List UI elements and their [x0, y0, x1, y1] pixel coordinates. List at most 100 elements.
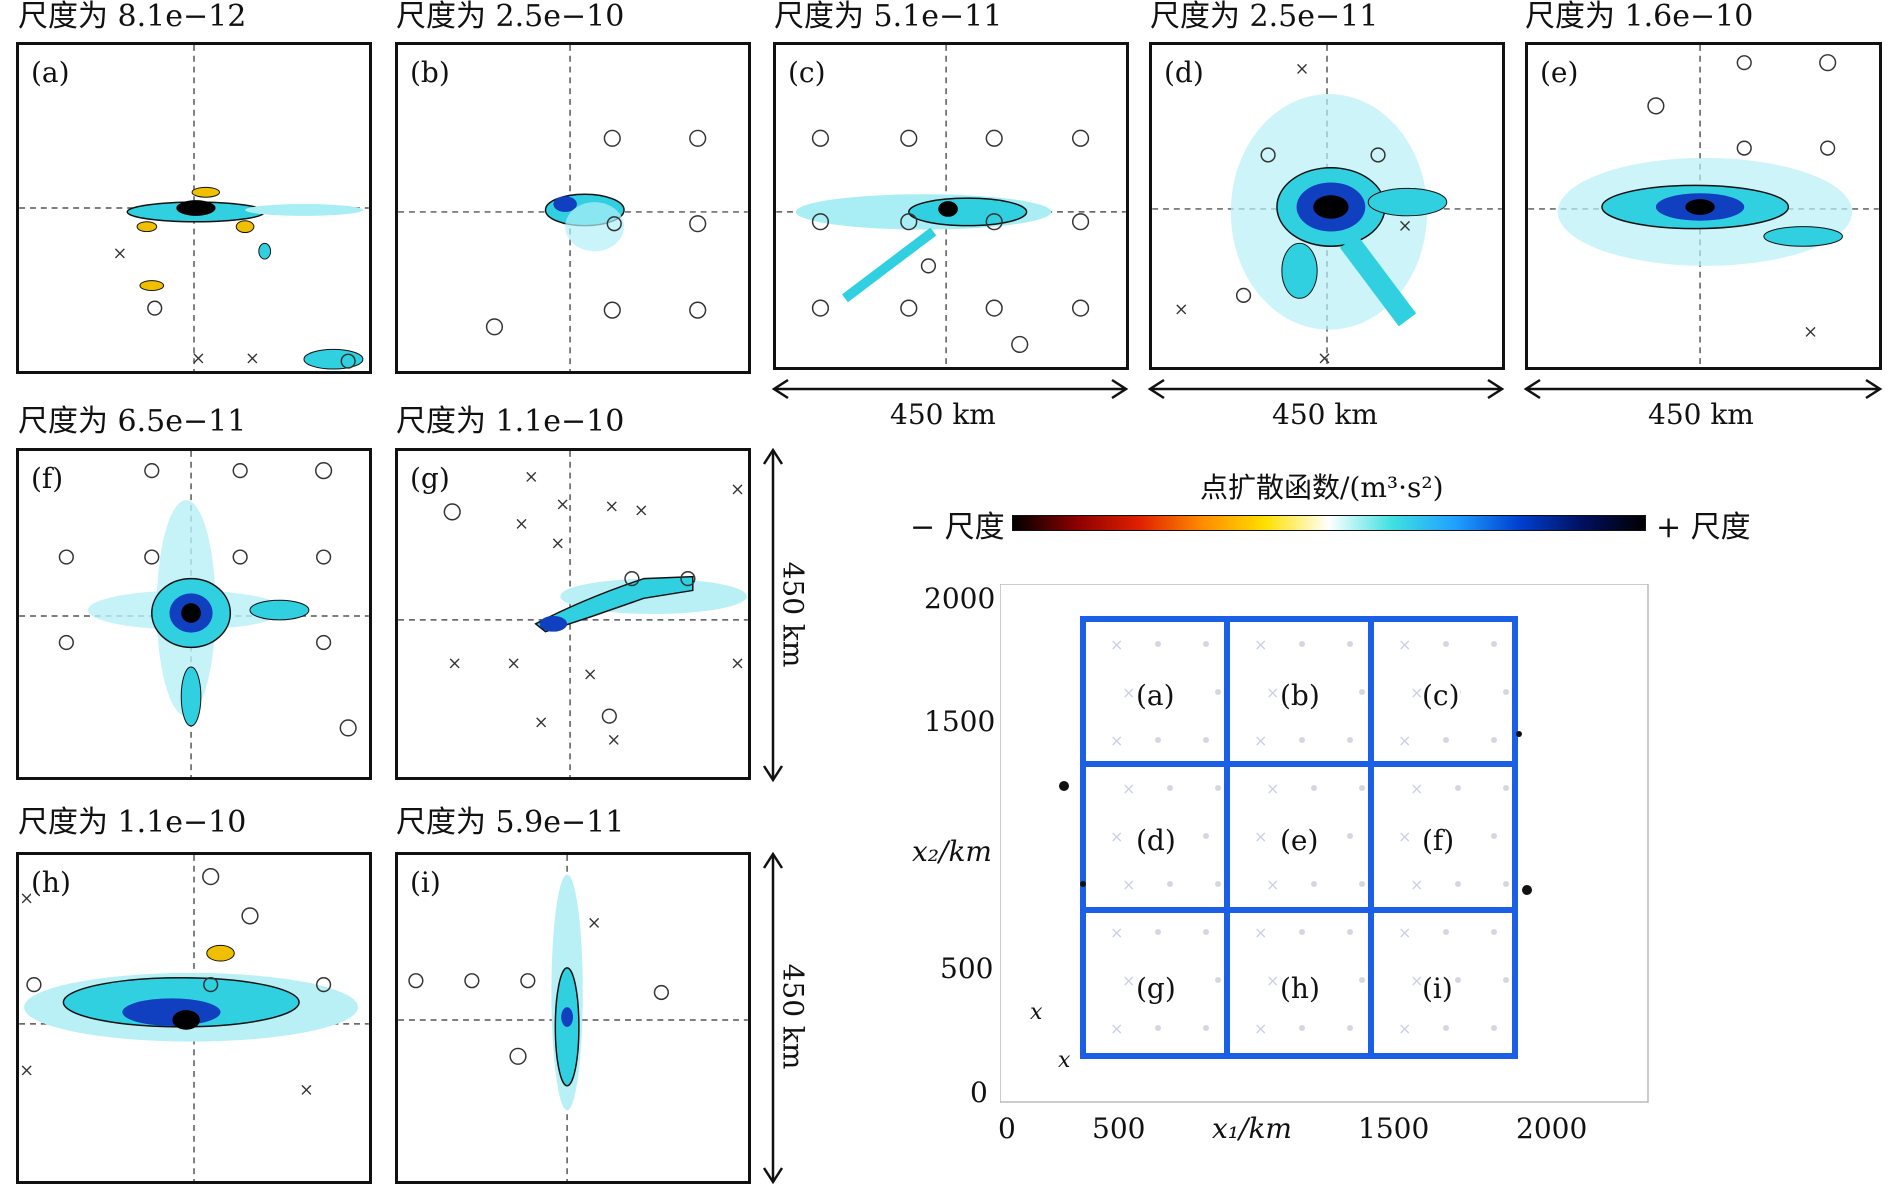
scale-label-c: 450 km [890, 398, 996, 431]
faint-station-dot [1299, 1025, 1305, 1031]
svg-text:×: × [1295, 59, 1310, 79]
psf-image-g: × × × × × × × × × × × × × [398, 451, 748, 777]
grid-cell-h: (h) [1280, 972, 1320, 1005]
psf-panel-g: × × × × × × × × × × × × × (g) [395, 448, 751, 780]
panel-title-e: 尺度为 1.6e−10 [1525, 0, 1754, 34]
colorbar-pos-label: + 尺度 [1656, 510, 1751, 545]
faint-station-cross: × [1410, 779, 1423, 798]
faint-station-cross: × [1110, 923, 1123, 942]
faint-station-cross: × [1254, 731, 1267, 750]
svg-text:×: × [514, 515, 529, 535]
grid-cell-b: (b) [1280, 679, 1320, 712]
panel-letter-f: (f) [31, 462, 64, 495]
faint-station-cross: × [1410, 875, 1423, 894]
panel-letter-g: (g) [410, 462, 450, 495]
svg-text:×: × [583, 665, 598, 685]
svg-text:×: × [447, 654, 462, 674]
faint-station-dot [1503, 881, 1509, 887]
faint-station-dot [1299, 641, 1305, 647]
svg-text:×: × [730, 480, 745, 500]
grid-cell-i: (i) [1422, 972, 1453, 1005]
svg-text:×: × [606, 731, 621, 751]
psf-image-a: × × × [19, 45, 369, 371]
faint-station-dot [1155, 737, 1161, 743]
grid-cell-c: (c) [1422, 679, 1460, 712]
psf-panel-b: (b) [395, 42, 751, 374]
faint-station-dot [1155, 1025, 1161, 1031]
faint-station-dot [1167, 785, 1173, 791]
psf-panel-d: × × × × (d) [1149, 42, 1505, 370]
faint-station-cross: × [1122, 971, 1135, 990]
panel-letter-b: (b) [410, 56, 450, 89]
scale-label-e: 450 km [1648, 398, 1754, 431]
svg-text:×: × [113, 244, 128, 264]
faint-station-dot [1443, 737, 1449, 743]
svg-text:×: × [534, 713, 549, 733]
faint-station-cross: × [1110, 635, 1123, 654]
faint-station-cross: × [1398, 923, 1411, 942]
faint-station-dot [1347, 833, 1353, 839]
faint-station-dot [1203, 1025, 1209, 1031]
faint-station-cross: × [1254, 827, 1267, 846]
faint-station-dot [1203, 833, 1209, 839]
faint-station-dot [1203, 641, 1209, 647]
faint-station-dot [1359, 785, 1365, 791]
panel-title-a: 尺度为 8.1e−12 [18, 0, 247, 34]
svg-text:×: × [299, 1081, 314, 1101]
colorbar [1012, 515, 1646, 531]
faint-station-cross: × [1398, 827, 1411, 846]
psf-panel-h: × × × (h) [16, 852, 372, 1184]
panel-letter-a: (a) [31, 56, 70, 89]
faint-station-dot [1215, 785, 1221, 791]
faint-station-cross: × [1266, 683, 1279, 702]
panel-title-d: 尺度为 2.5e−11 [1150, 0, 1379, 34]
panel-letter-i: (i) [410, 866, 441, 899]
grid-cell-d: (d) [1136, 824, 1176, 857]
faint-station-dot [1455, 977, 1461, 983]
svg-text:×: × [604, 497, 619, 517]
faint-station-dot [1491, 1025, 1497, 1031]
faint-station-dot [1359, 977, 1365, 983]
faint-station-dot [1491, 833, 1497, 839]
scale-bar-i [762, 851, 784, 1185]
panel-title-i: 尺度为 5.9e−11 [396, 805, 625, 840]
faint-station-cross: × [1410, 683, 1423, 702]
faint-station-cross: × [1110, 827, 1123, 846]
faint-station-dot [1503, 785, 1509, 791]
psf-image-c [776, 45, 1126, 367]
svg-text:×: × [19, 889, 34, 909]
colorbar-neg-label: − 尺度 [910, 510, 1005, 545]
station-mark: x [1030, 1000, 1043, 1025]
faint-station-dot [1167, 881, 1173, 887]
faint-station-cross: × [1398, 1019, 1411, 1038]
y-tick-1500: 1500 [924, 705, 996, 738]
faint-station-dot [1455, 881, 1461, 887]
faint-station-dot [1443, 929, 1449, 935]
y-tick-500: 500 [940, 952, 994, 985]
faint-station-cross: × [1266, 971, 1279, 990]
faint-station-dot [1299, 929, 1305, 935]
scale-label-d: 450 km [1272, 398, 1378, 431]
panel-letter-c: (c) [788, 56, 826, 89]
faint-station-dot [1215, 689, 1221, 695]
faint-station-dot [1347, 929, 1353, 935]
grid-cell-a: (a) [1136, 679, 1175, 712]
psf-image-i: × [398, 855, 748, 1181]
x-tick-2000: 2000 [1516, 1112, 1588, 1145]
svg-text:×: × [1398, 217, 1413, 237]
faint-station-dot [1155, 929, 1161, 935]
psf-image-h: × × × [19, 855, 369, 1181]
svg-text:×: × [634, 501, 649, 521]
y-tick-2000: 2000 [924, 582, 996, 615]
psf-image-e: × [1528, 45, 1879, 367]
faint-station-dot [1311, 881, 1317, 887]
faint-station-dot [1491, 929, 1497, 935]
psf-image-d: × × × × [1152, 45, 1502, 367]
faint-station-cross: × [1266, 779, 1279, 798]
faint-station-dot [1443, 1025, 1449, 1031]
svg-text:×: × [245, 349, 260, 369]
faint-station-cross: × [1254, 1019, 1267, 1038]
panel-title-h: 尺度为 1.1e−10 [18, 805, 247, 840]
psf-panel-c: (c) [773, 42, 1129, 370]
faint-station-cross: × [1122, 683, 1135, 702]
